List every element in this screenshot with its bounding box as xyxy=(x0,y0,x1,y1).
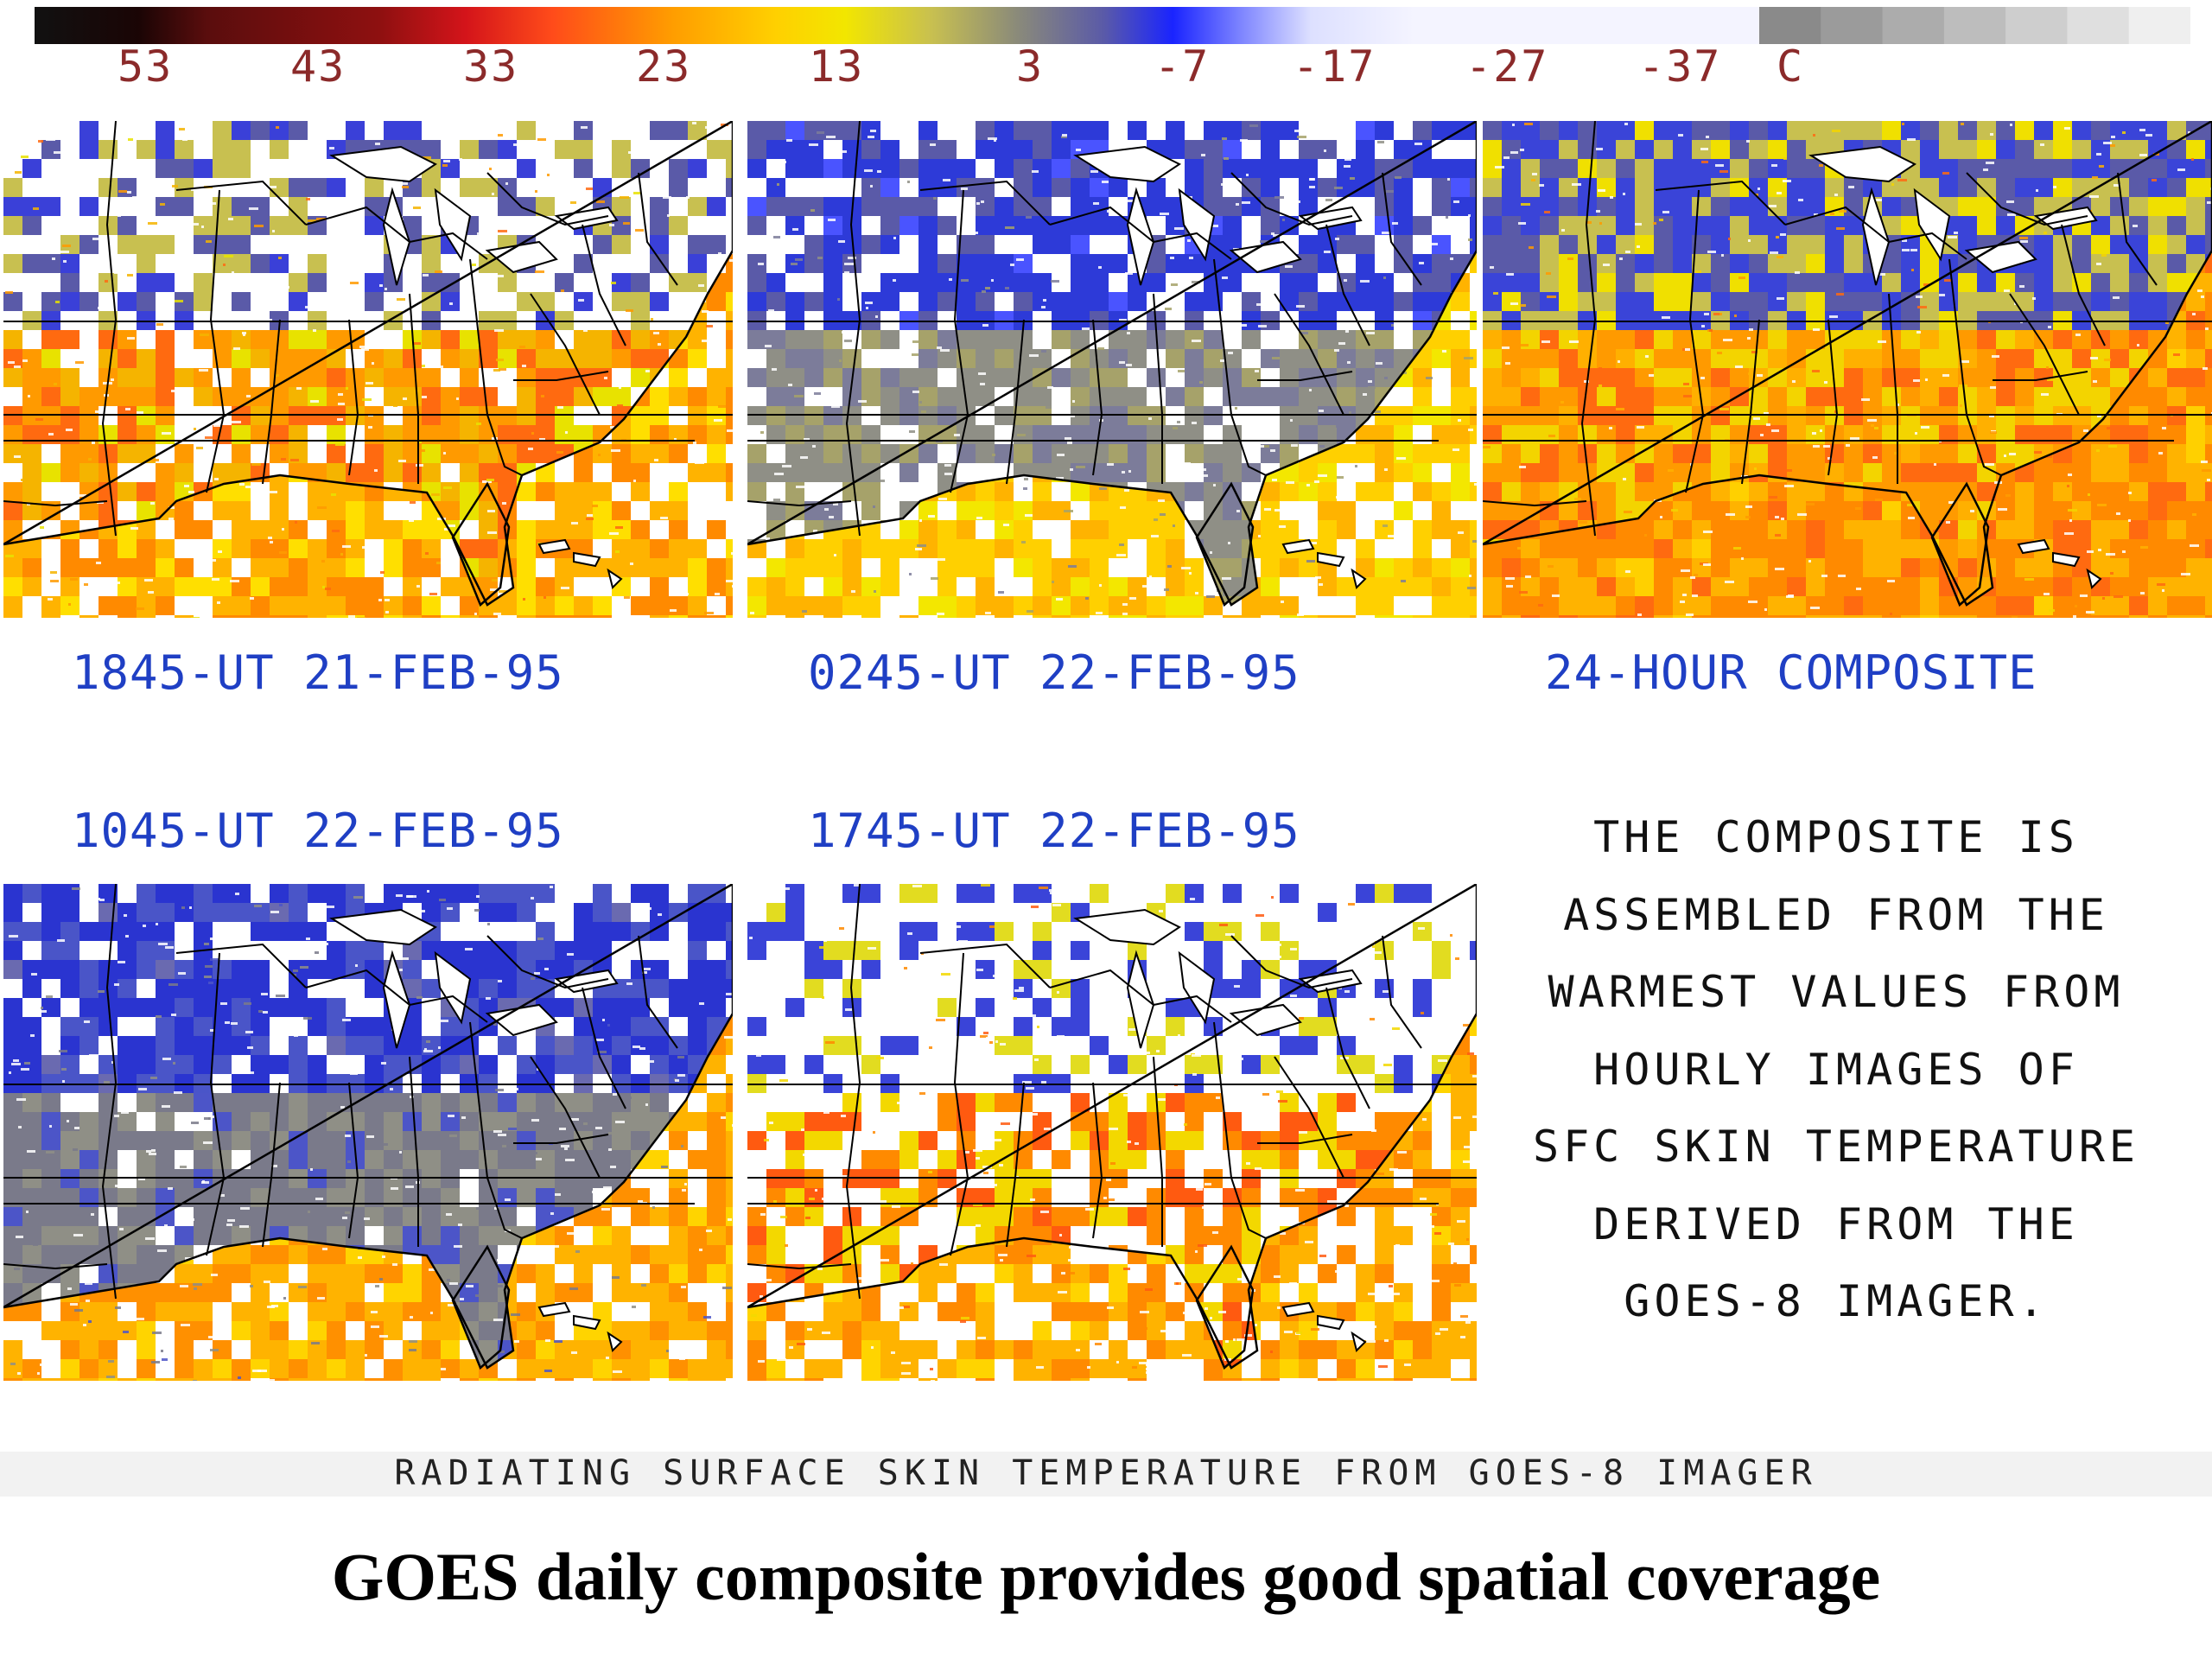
panel-title-0245ut: 0245-UT 22-FEB-95 xyxy=(808,645,1300,700)
panel-title-1845ut: 1845-UT 21-FEB-95 xyxy=(72,645,564,700)
skin-temperature-map xyxy=(747,884,1477,1381)
scale-label-33: 33 xyxy=(463,41,519,92)
caption-band xyxy=(0,1452,2212,1497)
skin-temperature-map xyxy=(3,884,733,1381)
scale-label-minus-37: -37 xyxy=(1638,41,1722,92)
scale-unit-label: C xyxy=(1777,41,1805,92)
note-line: THE COMPOSITE IS xyxy=(1593,812,2079,862)
map-panel-1745ut-22feb95 xyxy=(747,884,1477,1381)
composite-explanation: THE COMPOSITE IS ASSEMBLED FROM THE WARM… xyxy=(1469,799,2203,1341)
map-panel-24hour-composite xyxy=(1483,121,2212,618)
temperature-color-scale xyxy=(35,7,2190,44)
scale-label-43: 43 xyxy=(290,41,346,92)
note-line: GOES-8 IMAGER. xyxy=(1624,1276,2049,1326)
scale-label-53: 53 xyxy=(118,41,174,92)
panel-title-1045ut: 1045-UT 22-FEB-95 xyxy=(72,804,564,858)
map-panel-1045ut-22feb95 xyxy=(3,884,733,1381)
skin-temperature-map xyxy=(1483,121,2212,618)
note-line: SFC SKIN TEMPERATURE xyxy=(1532,1122,2140,1172)
panel-title-composite: 24-HOUR COMPOSITE xyxy=(1545,645,2037,700)
scale-label-minus-7: -7 xyxy=(1154,41,1211,92)
note-line: WARMEST VALUES FROM xyxy=(1548,967,2125,1017)
scale-label-13: 13 xyxy=(809,41,865,92)
scale-label-23: 23 xyxy=(636,41,692,92)
figure-caption: RADIATING SURFACE SKIN TEMPERATURE FROM … xyxy=(394,1453,1818,1493)
scale-label-minus-27: -27 xyxy=(1465,41,1549,92)
map-panel-1845ut-21feb95 xyxy=(3,121,733,618)
skin-temperature-map xyxy=(747,121,1477,618)
panel-title-1745ut: 1745-UT 22-FEB-95 xyxy=(808,804,1300,858)
note-line: ASSEMBLED FROM THE xyxy=(1563,889,2109,940)
scale-label-3: 3 xyxy=(1016,41,1045,92)
scale-label-minus-17: -17 xyxy=(1293,41,1376,92)
slide-headline: GOES daily composite provides good spati… xyxy=(331,1539,1881,1614)
note-line: HOURLY IMAGES OF xyxy=(1593,1044,2079,1095)
note-line: DERIVED FROM THE xyxy=(1593,1198,2079,1249)
map-panel-0245ut-22feb95 xyxy=(747,121,1477,618)
skin-temperature-map xyxy=(3,121,733,618)
